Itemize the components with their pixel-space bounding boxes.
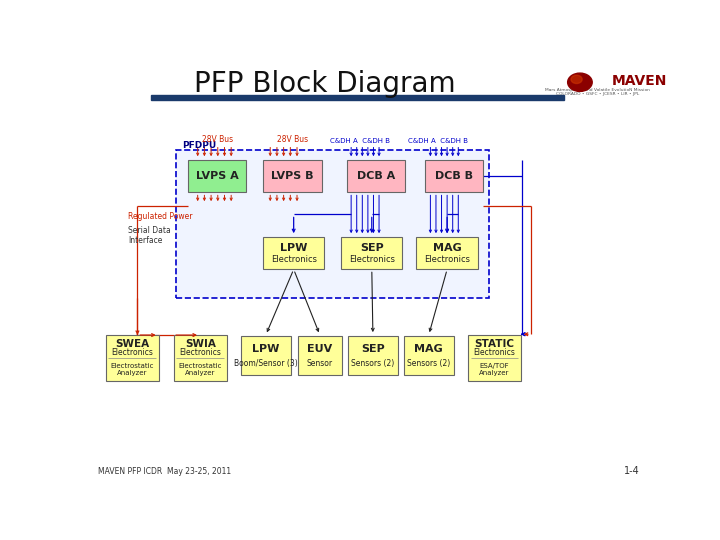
Text: EUV: EUV: [307, 345, 333, 354]
Text: SEP: SEP: [361, 345, 384, 354]
Text: C&DH A  C&DH B: C&DH A C&DH B: [330, 138, 390, 144]
Text: Mars Atmosphere and Volatile EvolutioN Mission: Mars Atmosphere and Volatile EvolutioN M…: [545, 87, 650, 92]
Text: 28V Bus: 28V Bus: [277, 135, 308, 144]
Text: Boom/Sensor (3): Boom/Sensor (3): [234, 359, 297, 368]
Text: MAVEN: MAVEN: [612, 75, 667, 89]
Text: MAG: MAG: [433, 244, 462, 253]
Text: PFP Block Diagram: PFP Block Diagram: [194, 70, 455, 98]
Bar: [404, 336, 454, 375]
Bar: [176, 150, 489, 298]
Bar: [174, 335, 227, 381]
Bar: [188, 160, 246, 192]
Bar: [341, 238, 402, 268]
Text: PFDPU: PFDPU: [182, 141, 216, 150]
Text: SEP: SEP: [360, 244, 384, 253]
Text: Sensors (2): Sensors (2): [407, 359, 450, 368]
Text: Electrostatic
Analyzer: Electrostatic Analyzer: [110, 363, 154, 376]
Bar: [151, 94, 564, 100]
Text: Serial Data
Interface: Serial Data Interface: [128, 226, 171, 245]
Bar: [348, 336, 398, 375]
Bar: [106, 335, 158, 381]
Text: DCB B: DCB B: [435, 171, 473, 181]
Text: Electronics: Electronics: [348, 255, 395, 264]
Bar: [263, 160, 322, 192]
Bar: [240, 336, 291, 375]
Bar: [416, 238, 478, 268]
Bar: [297, 336, 342, 375]
Text: STATIC: STATIC: [474, 339, 514, 349]
Text: C&DH A  C&DH B: C&DH A C&DH B: [408, 138, 467, 144]
Text: Sensors (2): Sensors (2): [351, 359, 395, 368]
Text: COLORADO • GSFC • JCESR • LIR • JPL: COLORADO • GSFC • JCESR • LIR • JPL: [556, 92, 639, 96]
Text: SWIA: SWIA: [185, 339, 216, 349]
Text: Electrostatic
Analyzer: Electrostatic Analyzer: [179, 363, 222, 376]
Circle shape: [567, 73, 592, 91]
Text: Electronics: Electronics: [424, 255, 470, 264]
Text: 28V Bus: 28V Bus: [202, 135, 233, 144]
Text: Electronics: Electronics: [111, 348, 153, 357]
Circle shape: [571, 75, 582, 84]
Bar: [263, 238, 324, 268]
Text: MAVEN PFP ICDR  May 23-25, 2011: MAVEN PFP ICDR May 23-25, 2011: [99, 467, 232, 476]
Bar: [425, 160, 483, 192]
Text: MAG: MAG: [414, 345, 443, 354]
Text: Electronics: Electronics: [271, 255, 317, 264]
Text: 1-4: 1-4: [624, 467, 639, 476]
Text: Regulated Power: Regulated Power: [128, 212, 192, 221]
Text: LVPS B: LVPS B: [271, 171, 313, 181]
Text: LPW: LPW: [280, 244, 307, 253]
Text: Sensor: Sensor: [307, 359, 333, 368]
Text: SWEA: SWEA: [115, 339, 149, 349]
Text: ESA/TOF
Analyzer: ESA/TOF Analyzer: [479, 363, 510, 376]
Text: LVPS A: LVPS A: [196, 171, 238, 181]
Bar: [347, 160, 405, 192]
Bar: [468, 335, 521, 381]
Text: DCB A: DCB A: [357, 171, 395, 181]
Text: Electronics: Electronics: [179, 348, 221, 357]
Text: Electronics: Electronics: [473, 348, 516, 357]
Text: LPW: LPW: [252, 345, 279, 354]
